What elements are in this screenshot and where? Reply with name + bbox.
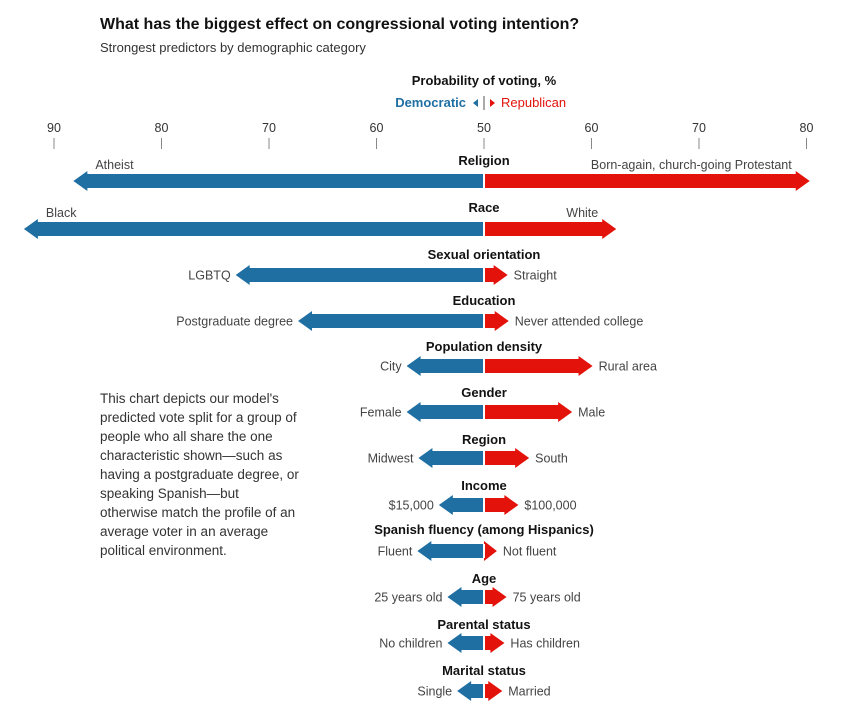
category-label: Sexual orientation bbox=[428, 247, 541, 262]
democratic-label: Single bbox=[417, 685, 452, 699]
legend-left-arrow-icon bbox=[473, 99, 478, 107]
republican-label: 75 years old bbox=[513, 591, 581, 605]
democratic-arrow bbox=[447, 633, 483, 653]
republican-arrow bbox=[485, 265, 508, 285]
republican-label: $100,000 bbox=[524, 499, 576, 513]
republican-arrow bbox=[485, 681, 503, 701]
republican-arrow bbox=[485, 587, 507, 607]
category-label: Region bbox=[462, 432, 506, 447]
tick-label: 80 bbox=[155, 121, 169, 135]
democratic-label: No children bbox=[379, 637, 442, 651]
republican-label: Never attended college bbox=[515, 315, 644, 329]
tick-label: 70 bbox=[262, 121, 276, 135]
axis-title: Probability of voting, % bbox=[412, 73, 557, 88]
democratic-arrow bbox=[406, 402, 483, 422]
legend-democratic: Democratic bbox=[395, 95, 466, 110]
republican-label: Married bbox=[508, 685, 550, 699]
republican-label: White bbox=[566, 206, 598, 220]
republican-label: South bbox=[535, 452, 568, 466]
tick-label: 70 bbox=[692, 121, 706, 135]
democratic-arrow bbox=[457, 681, 483, 701]
democratic-label: City bbox=[380, 360, 402, 374]
chart-subtitle: Strongest predictors by demographic cate… bbox=[100, 40, 366, 55]
democratic-arrow bbox=[406, 356, 483, 376]
republican-arrow bbox=[485, 311, 509, 331]
democratic-arrow bbox=[298, 311, 483, 331]
democratic-label: Atheist bbox=[95, 158, 134, 172]
democratic-arrow bbox=[418, 448, 483, 468]
republican-arrow bbox=[485, 633, 505, 653]
republican-label: Not fluent bbox=[503, 545, 557, 559]
republican-label: Rural area bbox=[599, 360, 657, 374]
democratic-label: Black bbox=[46, 206, 77, 220]
category-label: Marital status bbox=[442, 663, 526, 678]
democratic-arrow bbox=[438, 495, 483, 515]
republican-label: Male bbox=[578, 406, 605, 420]
category-label: Parental status bbox=[437, 617, 530, 632]
tick-label: 60 bbox=[370, 121, 384, 135]
category-label: Gender bbox=[461, 385, 507, 400]
category-label: Population density bbox=[426, 339, 543, 354]
tick-label: 80 bbox=[800, 121, 814, 135]
democratic-arrow bbox=[23, 219, 484, 239]
republican-arrow bbox=[484, 541, 497, 561]
republican-label: Born-again, church-going Protestant bbox=[591, 158, 792, 172]
category-label: Income bbox=[461, 478, 507, 493]
democratic-label: Female bbox=[360, 406, 402, 420]
category-label: Religion bbox=[458, 153, 509, 168]
tick-label: 90 bbox=[47, 121, 61, 135]
democratic-label: LGBTQ bbox=[188, 269, 231, 283]
democratic-arrow bbox=[447, 587, 483, 607]
republican-arrow bbox=[485, 448, 530, 468]
democratic-label: Postgraduate degree bbox=[176, 315, 293, 329]
category-label: Race bbox=[468, 200, 499, 215]
legend-right-arrow-icon bbox=[490, 99, 495, 107]
republican-arrow bbox=[485, 171, 810, 191]
chart-title: What has the biggest effect on congressi… bbox=[100, 16, 580, 33]
category-label: Spanish fluency (among Hispanics) bbox=[374, 522, 594, 537]
democratic-label: Fluent bbox=[378, 545, 413, 559]
democratic-arrow bbox=[417, 541, 483, 561]
republican-arrow bbox=[485, 356, 593, 376]
category-label: Age bbox=[472, 571, 497, 586]
republican-arrow bbox=[485, 402, 573, 422]
democratic-label: $15,000 bbox=[389, 499, 434, 513]
republican-arrow bbox=[485, 495, 519, 515]
legend-republican: Republican bbox=[501, 95, 566, 110]
tick-label: 50 bbox=[477, 121, 491, 135]
category-label: Education bbox=[453, 293, 516, 308]
democratic-label: 25 years old bbox=[374, 591, 442, 605]
chart-note: This chart depicts our model's predicted… bbox=[100, 391, 299, 558]
democratic-label: Midwest bbox=[368, 452, 414, 466]
republican-label: Straight bbox=[514, 269, 558, 283]
republican-label: Has children bbox=[510, 637, 580, 651]
republican-arrow bbox=[485, 219, 617, 239]
tick-label: 60 bbox=[585, 121, 599, 135]
democratic-arrow bbox=[235, 265, 483, 285]
democratic-arrow bbox=[73, 171, 483, 191]
